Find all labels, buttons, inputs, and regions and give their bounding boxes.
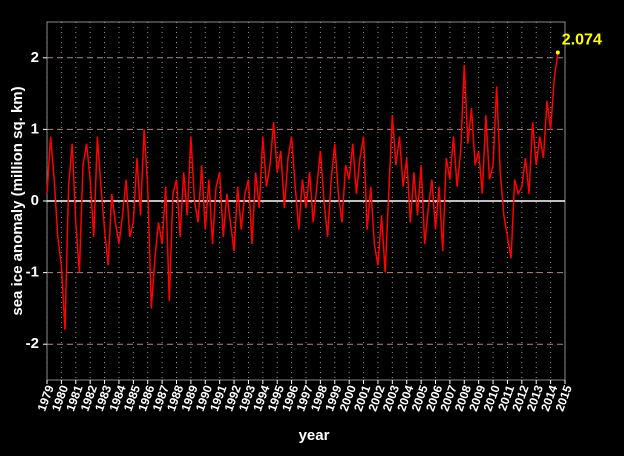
last-point: [555, 50, 560, 55]
y-axis-label: sea ice anomaly (million sq. km): [9, 86, 26, 315]
y-tick-label: -1: [26, 264, 39, 281]
y-tick-label: 2: [31, 49, 39, 66]
y-tick-label: -2: [26, 335, 39, 352]
y-tick-label: 1: [31, 120, 39, 137]
data-line: [46, 52, 559, 330]
annotation: 2.074: [562, 32, 602, 49]
x-axis-label: year: [299, 427, 330, 444]
y-tick-label: 0: [31, 192, 39, 209]
